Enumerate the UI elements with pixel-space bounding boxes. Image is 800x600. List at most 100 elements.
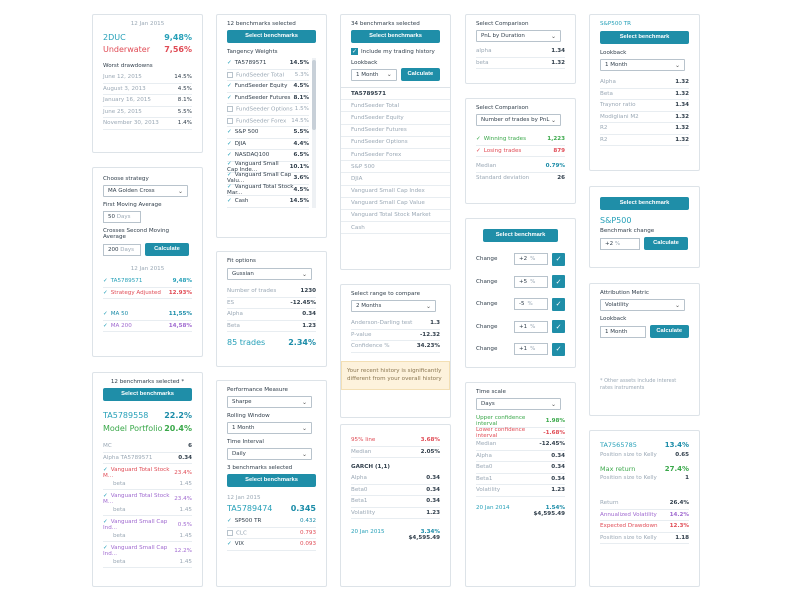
time-scale-select[interactable]: Days ⌄ <box>476 398 561 410</box>
trade-label-wrap: ✓ Winning trades <box>476 136 526 142</box>
benchmark-row[interactable]: CLC 0.793 <box>227 528 316 539</box>
weight-value: 5.5% <box>293 129 309 136</box>
time-interval-select[interactable]: Daily ⌄ <box>227 448 312 460</box>
primary-name: TA7565785 <box>600 441 637 449</box>
first-ma-value: 50 <box>108 214 115 220</box>
benchmark-list-item[interactable]: DJIA <box>341 173 450 186</box>
weight-row[interactable]: ✓ Vanguard Small Cap Valu... 3.6% <box>227 172 309 185</box>
check-button-icon[interactable]: ✓ <box>552 297 565 311</box>
garch-row-label: Beta1 <box>351 498 368 505</box>
benchmark-list-item[interactable]: TA5789571 <box>341 88 450 101</box>
benchmark-row[interactable]: ✓ VIX 0.093 <box>227 539 316 551</box>
first-ma-input[interactable]: 50 Days <box>103 211 141 223</box>
test-row: Confidence % 34.23% <box>351 341 440 353</box>
distribution-select[interactable]: Gussian ⌄ <box>227 268 312 280</box>
weight-row[interactable]: FundSeeder Options 1.5% <box>227 104 309 116</box>
weight-row[interactable]: ✓ FundSeeder Futures 8.1% <box>227 93 309 104</box>
drawdown-row-value: 14.5% <box>174 74 192 81</box>
interval-row-label: Alpha <box>476 452 492 459</box>
strategy-select[interactable]: MA Golden Cross ⌄ <box>103 185 188 197</box>
change-input[interactable]: +5% <box>514 275 548 288</box>
weight-row[interactable]: ✓ Cash 14.5% <box>227 196 309 208</box>
benchmark-row[interactable]: ✓ Vanguard Small Cap Ind... 0.5% <box>103 519 192 531</box>
calculate-button[interactable]: Calculate <box>400 68 440 81</box>
benchmark-list-item[interactable]: Cash <box>341 222 450 235</box>
series-row[interactable]: ✓ MA 200 14,58% <box>103 321 192 332</box>
benchmark-list-item[interactable]: FundSeeder Total <box>341 100 450 113</box>
benchmark-list-item[interactable]: FundSeeder Equity <box>341 112 450 125</box>
benchmark-row[interactable]: ✓ Vanguard Total Stock M... 23.4% <box>103 467 192 479</box>
lookback-input[interactable]: 1 Month <box>600 325 646 338</box>
lookback-select[interactable]: 1 Month ⌄ <box>600 59 685 71</box>
select-benchmark-button[interactable]: Select benchmark <box>483 229 558 242</box>
portfolio-row: TA5789558 22.2% <box>103 411 192 420</box>
performance-measure-select[interactable]: Sharpe ⌄ <box>227 396 312 408</box>
check-button-icon[interactable]: ✓ <box>552 320 565 334</box>
check-button-icon[interactable]: ✓ <box>552 342 565 356</box>
benchmark-row[interactable]: ✓ Vanguard Total Stock M... 23.4% <box>103 493 192 505</box>
benchmark-list-item[interactable]: FundSeeder Futures <box>341 125 450 137</box>
interval-row-value: 0.34 <box>551 475 565 482</box>
weight-row[interactable]: ✓ TA5789571 14.5% <box>227 58 309 70</box>
benchmark-list-item[interactable]: FundSeeder Forex <box>341 149 450 162</box>
weight-value: 4.4% <box>293 140 309 147</box>
select-benchmark-button[interactable]: Select benchmark <box>600 31 689 44</box>
change-input[interactable]: +1% <box>514 320 548 333</box>
drawdown-row-label: June 12, 2015 <box>103 74 142 81</box>
scrollbar-thumb[interactable] <box>312 60 316 130</box>
weight-row[interactable]: ✓ FundSeeder Equity 4.5% <box>227 81 309 93</box>
weight-row[interactable]: ✓ Vanguard Total Stock Mar... 4.5% <box>227 184 309 196</box>
select-benchmarks-button[interactable]: Select benchmarks <box>227 474 316 487</box>
select-benchmarks-button[interactable]: Select benchmarks <box>103 388 192 401</box>
checkbox-empty[interactable] <box>227 106 233 112</box>
weight-row[interactable]: FundSeeder Forex 14.5% <box>227 116 309 127</box>
comparison-select[interactable]: PnL by Duration ⌄ <box>476 30 561 42</box>
change-input[interactable]: +2% <box>514 253 548 266</box>
benchmark-list-item[interactable]: FundSeeder Options <box>341 137 450 149</box>
weight-row[interactable]: ✓ S&P 500 5.5% <box>227 127 309 139</box>
kelly-row-label: Annualized Volatility <box>600 511 657 518</box>
benchmark-row[interactable]: ✓ SP500 TR 0.432 <box>227 516 316 528</box>
calculate-button[interactable]: Calculate <box>649 325 689 338</box>
include-history-checkbox[interactable]: ✓ Include my trading history <box>351 48 440 55</box>
attribution-metric-select[interactable]: Volatility ⌄ <box>600 299 685 311</box>
change-input[interactable]: -5% <box>514 298 548 311</box>
series-row[interactable]: ✓ MA 50 11,55% <box>103 309 192 321</box>
stat-row-value: 0.34 <box>178 454 192 461</box>
weight-label-wrap: ✓ Vanguard Small Cap Inde... <box>227 161 290 173</box>
weight-row[interactable]: FundSeeder Total 5.3% <box>227 70 309 81</box>
calculate-button[interactable]: Calculate <box>644 237 688 250</box>
benchmark-list-item[interactable]: Vanguard Total Stock Market <box>341 210 450 223</box>
select-benchmark-button[interactable]: Select benchmark <box>600 197 689 210</box>
lookback-select[interactable]: 1 Month ⌄ <box>351 68 397 81</box>
change-input[interactable]: +1% <box>514 343 548 356</box>
select-benchmarks-button[interactable]: Select benchmarks <box>351 30 440 43</box>
scrollbar[interactable] <box>312 58 316 208</box>
benchmark-change-input[interactable]: +2 % <box>600 237 640 250</box>
select-benchmarks-button[interactable]: Select benchmarks <box>227 30 316 43</box>
stat-row-value: 1.32 <box>675 90 689 97</box>
range-select[interactable]: 2 Months ⌄ <box>351 300 436 312</box>
benchmark-list-item[interactable]: Vanguard Small Cap Index <box>341 186 450 198</box>
garch-row: Alpha 0.34 <box>351 473 440 485</box>
rolling-window-select[interactable]: 1 Month ⌄ <box>227 422 312 434</box>
weight-row[interactable]: ✓ DJIA 4.4% <box>227 139 309 150</box>
benchmark-list-item[interactable]: S&P 500 <box>341 161 450 174</box>
weight-label: FundSeeder Forex <box>236 118 287 124</box>
series-row[interactable]: ✓ Strategy Adjusted 12.93% <box>103 288 192 299</box>
benchmark-list-item[interactable]: Vanguard Small Cap Value <box>341 198 450 210</box>
comparison-select[interactable]: Number of trades by PnL ⌄ <box>476 114 561 126</box>
benchmark-label: FundSeeder Equity <box>351 114 404 121</box>
calculate-button[interactable]: Calculate <box>145 243 189 256</box>
check-button-icon[interactable]: ✓ <box>552 275 565 289</box>
check-button-icon[interactable]: ✓ <box>552 252 565 266</box>
weight-row[interactable]: ✓ Vanguard Small Cap Inde... 10.1% <box>227 161 309 173</box>
benchmark-row[interactable]: ✓ Vanguard Small Cap Ind... 12.2% <box>103 545 192 557</box>
weight-row[interactable]: ✓ NASDAQ100 6.5% <box>227 150 309 162</box>
checkbox-empty[interactable] <box>227 529 233 536</box>
benchmarks-count: 12 benchmarks selected * <box>110 379 185 385</box>
second-ma-input[interactable]: 200 Days <box>103 243 141 256</box>
checkbox-empty[interactable] <box>227 71 233 78</box>
series-row[interactable]: ✓ TA5789571 9,48% <box>103 276 192 288</box>
checkbox-empty[interactable] <box>227 117 233 124</box>
